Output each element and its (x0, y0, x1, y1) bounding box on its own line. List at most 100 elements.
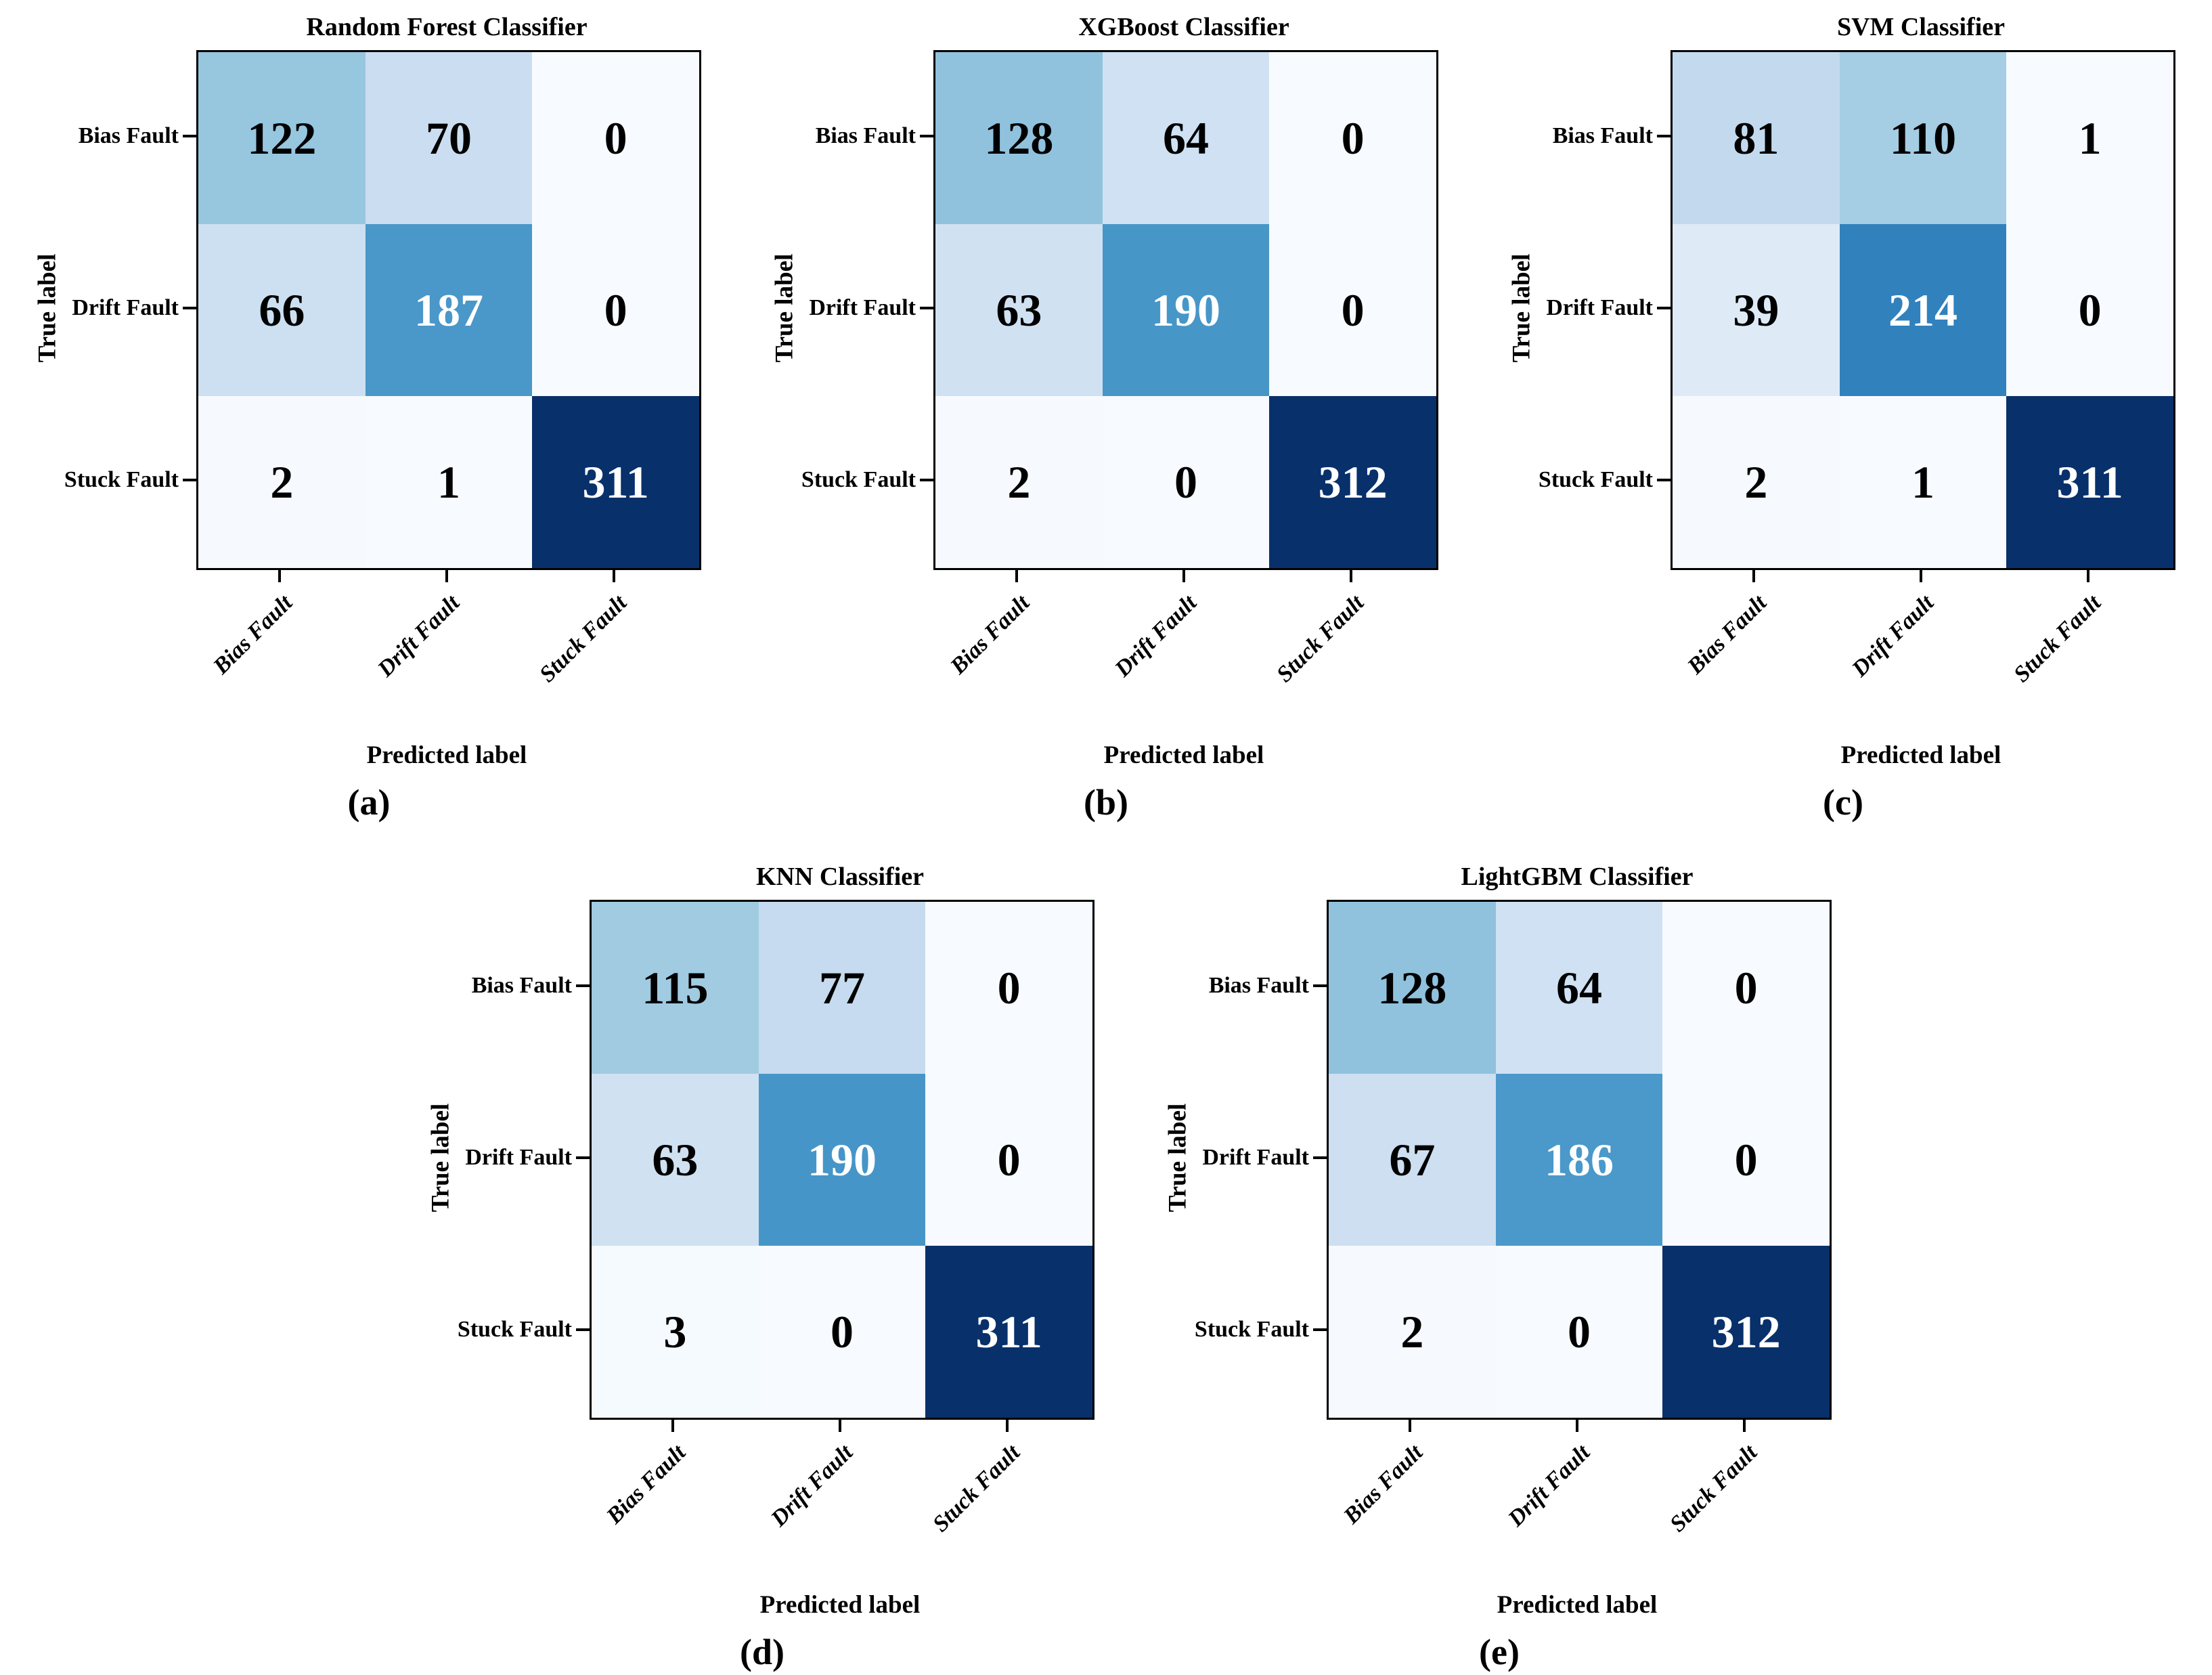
confusion-matrix-grid: 122 70 0 66 187 0 2 1 311 (196, 50, 701, 570)
matrix-cell-r1c2: 0 (2006, 224, 2173, 396)
matrix-cell-r1c2: 0 (925, 1074, 1092, 1246)
x-tick-mark (1920, 570, 1922, 582)
y-tick-mark (1657, 479, 1671, 481)
matrix-cell-r2c1: 0 (1495, 1246, 1663, 1418)
y-tick-label: Drift Fault (72, 295, 179, 320)
matrix-cell-r2c1: 0 (758, 1246, 926, 1418)
confusion-matrix-figure: Random Forest Classifier True label Bias… (27, 11, 765, 836)
y-tick-mark (1657, 135, 1671, 137)
matrix-cell-r0c1: 64 (1495, 902, 1663, 1074)
chart-title: LightGBM Classifier (1461, 863, 1694, 891)
confusion-matrix-figure: KNN Classifier True label Bias Fault Drif… (420, 861, 1158, 1675)
y-tick-label: Stuck Fault (1538, 467, 1653, 492)
matrix-cell-r1c1: 186 (1495, 1074, 1663, 1246)
matrix-cell-r2c1: 1 (1839, 396, 2007, 568)
subfigure-caption: (a) (347, 782, 391, 823)
matrix-cell-r2c2: 311 (925, 1246, 1092, 1418)
y-tick-mark (183, 135, 196, 137)
y-tick-label: Drift Fault (809, 295, 916, 320)
matrix-cell-r0c1: 77 (758, 902, 926, 1074)
y-tick-label: Bias Fault (471, 973, 572, 998)
subfigure-caption: (c) (1823, 782, 1863, 823)
confusion-matrix-figure: SVM Classifier True label Bias Fault Drif… (1501, 11, 2212, 836)
y-tick-mark (920, 307, 933, 309)
y-tick-mark (183, 307, 196, 309)
y-tick-label: Bias Fault (1208, 973, 1309, 998)
confusion-matrix-grid: 115 77 0 63 190 0 3 0 311 (590, 900, 1094, 1420)
x-axis-label: Predicted label (1497, 1591, 1658, 1619)
confusion-matrix-figure: LightGBM Classifier True label Bias Faul… (1157, 861, 1895, 1675)
y-tick-label: Stuck Fault (64, 467, 179, 492)
y-tick-mark (576, 1328, 590, 1331)
matrix-cell-r0c0: 122 (198, 52, 366, 224)
y-tick-mark (1313, 1328, 1327, 1331)
y-tick-mark (183, 479, 196, 481)
matrix-cell-r0c1: 110 (1839, 52, 2007, 224)
y-tick-mark (576, 984, 590, 987)
matrix-cell-r0c0: 115 (592, 902, 759, 1074)
chart-title: KNN Classifier (755, 863, 925, 891)
y-tick-label: Stuck Fault (1194, 1317, 1309, 1342)
x-tick-mark (839, 1420, 841, 1432)
matrix-cell-r2c0: 3 (592, 1246, 759, 1418)
matrix-cell-r2c2: 311 (532, 396, 699, 568)
matrix-cell-r2c2: 311 (2006, 396, 2173, 568)
matrix-cell-r1c0: 67 (1329, 1074, 1496, 1246)
subfigure-caption: (d) (740, 1632, 784, 1672)
x-axis-label: Predicted label (759, 1591, 921, 1619)
x-axis-label: Predicted label (1103, 741, 1264, 769)
y-tick-label: Drift Fault (1202, 1145, 1309, 1170)
x-tick-mark (1006, 1420, 1009, 1432)
matrix-cell-r2c0: 2 (198, 396, 366, 568)
matrix-cell-r1c1: 190 (758, 1074, 926, 1246)
chart-title: Random Forest Classifier (306, 13, 588, 41)
x-tick-mark (1015, 570, 1018, 582)
matrix-cell-r0c2: 0 (1662, 902, 1830, 1074)
matrix-cell-r1c0: 66 (198, 224, 366, 396)
matrix-cell-r2c2: 312 (1662, 1246, 1830, 1418)
matrix-cell-r2c0: 2 (1329, 1246, 1496, 1418)
x-tick-mark (1743, 1420, 1746, 1432)
y-tick-mark (920, 135, 933, 137)
matrix-cell-r2c0: 2 (1673, 396, 1840, 568)
confusion-matrix-grid: 128 64 0 67 186 0 2 0 312 (1327, 900, 1832, 1420)
y-tick-label: Stuck Fault (801, 467, 916, 492)
x-tick-mark (1182, 570, 1185, 582)
y-tick-label: Bias Fault (78, 123, 179, 148)
y-tick-mark (1313, 1156, 1327, 1159)
matrix-cell-r1c2: 0 (1662, 1074, 1830, 1246)
y-tick-label: Stuck Fault (457, 1317, 572, 1342)
y-tick-mark (576, 1156, 590, 1159)
subfigure-caption: (e) (1479, 1632, 1520, 1672)
x-tick-mark (613, 570, 615, 582)
confusion-matrix-figure: XGBoost Classifier True label Bias Fault… (764, 11, 1502, 836)
x-tick-mark (278, 570, 281, 582)
matrix-cell-r1c1: 187 (365, 224, 533, 396)
y-tick-mark (1313, 984, 1327, 987)
y-tick-mark (920, 479, 933, 481)
chart-title: SVM Classifier (1836, 13, 2006, 41)
chart-title: XGBoost Classifier (1078, 13, 1289, 41)
matrix-cell-r2c1: 1 (365, 396, 533, 568)
matrix-cell-r0c2: 1 (2006, 52, 2173, 224)
x-tick-mark (671, 1420, 674, 1432)
x-tick-mark (1409, 1420, 1411, 1432)
matrix-cell-r0c1: 64 (1102, 52, 1270, 224)
x-tick-mark (1350, 570, 1352, 582)
matrix-cell-r1c1: 190 (1102, 224, 1270, 396)
y-tick-label: Drift Fault (1546, 295, 1653, 320)
matrix-cell-r1c2: 0 (532, 224, 699, 396)
matrix-cell-r2c2: 312 (1269, 396, 1436, 568)
matrix-cell-r0c2: 0 (532, 52, 699, 224)
matrix-cell-r1c1: 214 (1839, 224, 2007, 396)
x-tick-mark (2087, 570, 2089, 582)
confusion-matrix-grid: 81 110 1 39 214 0 2 1 311 (1671, 50, 2175, 570)
subfigure-caption: (b) (1084, 782, 1128, 823)
matrix-cell-r0c0: 128 (935, 52, 1103, 224)
matrix-cell-r0c1: 70 (365, 52, 533, 224)
matrix-cell-r1c0: 39 (1673, 224, 1840, 396)
y-tick-mark (1657, 307, 1671, 309)
matrix-cell-r1c2: 0 (1269, 224, 1436, 396)
x-tick-mark (1576, 1420, 1578, 1432)
